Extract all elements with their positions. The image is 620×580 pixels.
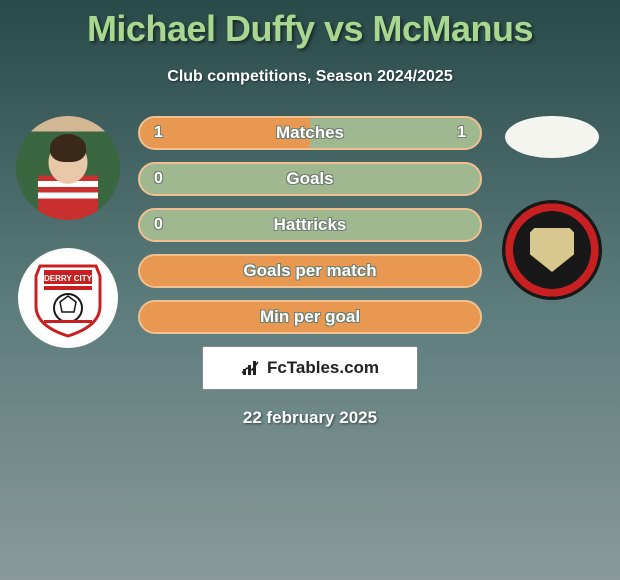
stats-column: 1 Matches 1 0 Goals 0 Hattricks Goals pe…: [128, 116, 492, 428]
stat-bar-hattricks: 0 Hattricks: [138, 208, 482, 242]
player-left-avatar: [16, 116, 120, 220]
left-column: DERRY CITY: [8, 116, 128, 348]
page-title: Michael Duffy vs McManus: [0, 8, 620, 50]
stat-label: Goals per match: [140, 261, 480, 281]
branding-text: FcTables.com: [267, 358, 379, 378]
branding-badge: FcTables.com: [202, 346, 418, 390]
club-left-logo: DERRY CITY: [18, 248, 118, 348]
stat-bar-matches: 1 Matches 1: [138, 116, 482, 150]
derry-city-crest-icon: DERRY CITY: [28, 258, 108, 338]
stat-right-value: 1: [457, 124, 466, 142]
main-row: DERRY CITY 1 Matches 1 0 Goals: [0, 116, 620, 428]
comparison-card: Michael Duffy vs McManus Club competitio…: [0, 0, 620, 428]
stat-bar-goals: 0 Goals: [138, 162, 482, 196]
stat-label: Matches: [140, 123, 480, 143]
bar-chart-icon: [241, 359, 263, 377]
right-column: [492, 116, 612, 300]
stat-label: Min per goal: [140, 307, 480, 327]
comparison-date: 22 february 2025: [138, 408, 482, 428]
svg-text:DERRY CITY: DERRY CITY: [44, 274, 93, 283]
subtitle: Club competitions, Season 2024/2025: [0, 68, 620, 86]
club-right-logo: [502, 200, 602, 300]
stat-bar-min-per-goal: Min per goal: [138, 300, 482, 334]
player-right-avatar: [505, 116, 599, 158]
stat-bar-goals-per-match: Goals per match: [138, 254, 482, 288]
stat-label: Hattricks: [140, 215, 480, 235]
stat-label: Goals: [140, 169, 480, 189]
